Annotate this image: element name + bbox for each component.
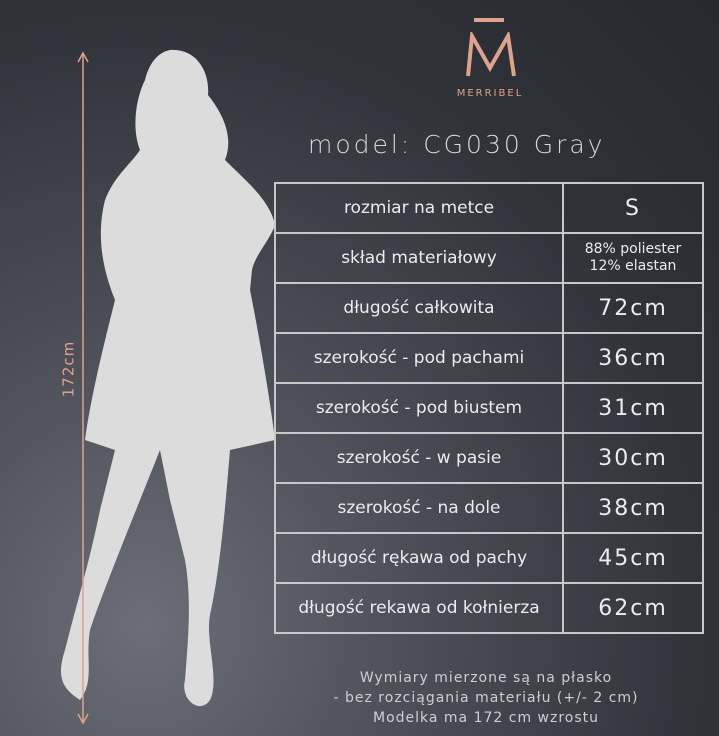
- row-value: 36cm: [562, 332, 704, 384]
- table-row: szerokość - na dole 38cm: [274, 482, 704, 534]
- row-value: 30cm: [562, 432, 704, 484]
- row-value: 38cm: [562, 482, 704, 534]
- row-value: 31cm: [562, 382, 704, 434]
- table-row: skład materiałowy 88% poliester 12% elasta…: [274, 232, 704, 284]
- table-row: szerokość - w pasie 30cm: [274, 432, 704, 484]
- table-row: długość rekawa od kołnierza 62cm: [274, 582, 704, 634]
- note-line: Modelka ma 172 cm wzrostu: [372, 710, 600, 726]
- row-value: 88% poliester 12% elastan: [562, 232, 704, 284]
- row-label: szerokość - na dole: [274, 482, 564, 534]
- row-value: 62cm: [562, 582, 704, 634]
- height-label: 172cm: [59, 340, 78, 398]
- row-label: szerokość - pod pachami: [274, 332, 564, 384]
- row-label: długość rekawa od kołnierza: [274, 582, 564, 634]
- table-row: rozmiar na metce S: [274, 182, 704, 234]
- note-line: Wymiary mierzone są na płasko: [359, 670, 613, 686]
- table-row: szerokość - pod biustem 31cm: [274, 382, 704, 434]
- row-value: 45cm: [562, 532, 704, 584]
- table-row: długość całkowita 72cm: [274, 282, 704, 334]
- row-label: rozmiar na metce: [274, 182, 564, 234]
- composition-line-2: 12% elastan: [589, 258, 677, 274]
- logo-m-icon: [466, 32, 516, 77]
- note-line: - bez rozciągania materiału (+/- 2 cm): [333, 690, 639, 706]
- row-label: szerokość - pod biustem: [274, 382, 564, 434]
- brand-name: MERRIBEL: [456, 88, 524, 99]
- row-value: 72cm: [562, 282, 704, 334]
- row-value: S: [562, 182, 704, 234]
- row-label: szerokość - w pasie: [274, 432, 564, 484]
- composition-line-1: 88% poliester: [584, 241, 682, 257]
- size-table: rozmiar na metce S skład materiałowy 88% p…: [274, 182, 704, 634]
- row-label: długość rękawa od pachy: [274, 532, 564, 584]
- measurement-note: Wymiary mierzone są na płasko - bez rozc…: [280, 668, 692, 728]
- row-label: skład materiałowy: [274, 232, 564, 284]
- height-arrow: [77, 51, 89, 725]
- row-label: długość całkowita: [274, 282, 564, 334]
- table-row: szerokość - pod pachami 36cm: [274, 332, 704, 384]
- table-row: długość rękawa od pachy 45cm: [274, 532, 704, 584]
- model-silhouette: [60, 49, 275, 707]
- model-title: model: CG030 Gray: [308, 130, 606, 159]
